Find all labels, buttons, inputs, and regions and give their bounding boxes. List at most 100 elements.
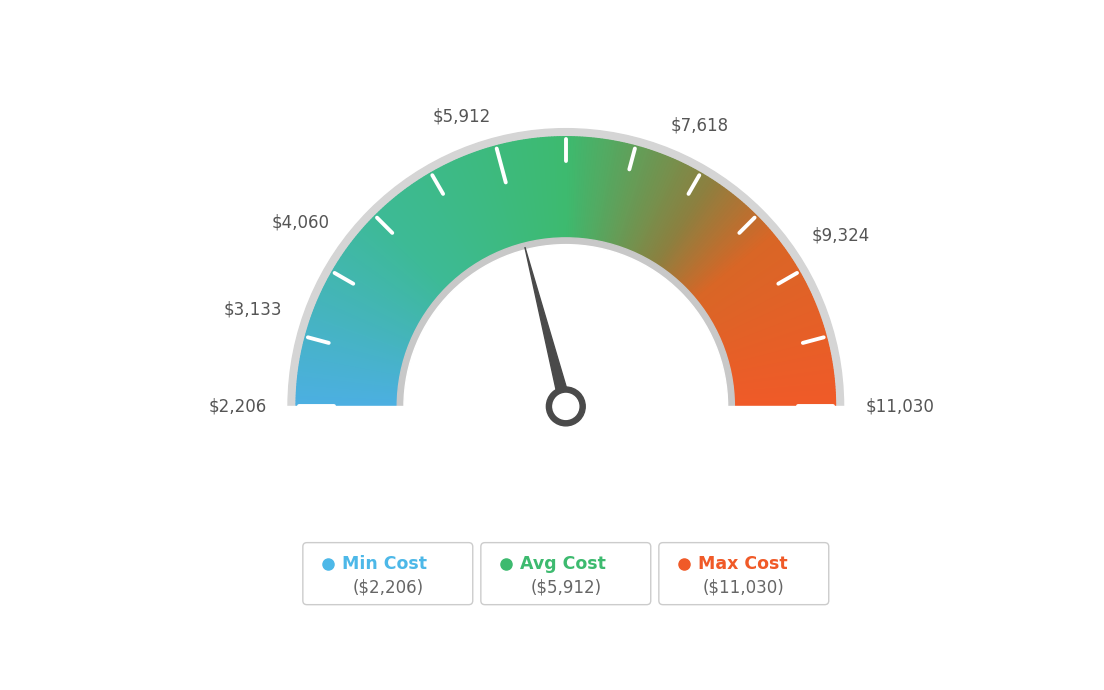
Wedge shape xyxy=(692,230,772,299)
Wedge shape xyxy=(707,262,795,318)
Wedge shape xyxy=(440,166,490,258)
Wedge shape xyxy=(434,170,486,261)
Wedge shape xyxy=(578,137,588,240)
Wedge shape xyxy=(306,334,405,363)
Wedge shape xyxy=(349,244,433,307)
Wedge shape xyxy=(688,221,764,293)
Wedge shape xyxy=(302,348,403,372)
Wedge shape xyxy=(426,175,480,264)
Wedge shape xyxy=(336,264,424,319)
Wedge shape xyxy=(719,297,814,340)
Wedge shape xyxy=(638,164,686,257)
Wedge shape xyxy=(512,141,534,242)
Wedge shape xyxy=(381,208,453,284)
Wedge shape xyxy=(493,146,522,246)
Wedge shape xyxy=(521,140,540,242)
Wedge shape xyxy=(338,259,425,317)
Wedge shape xyxy=(448,162,495,256)
Wedge shape xyxy=(733,386,835,396)
Wedge shape xyxy=(296,398,399,403)
Wedge shape xyxy=(446,164,493,257)
Wedge shape xyxy=(657,180,715,267)
FancyBboxPatch shape xyxy=(302,542,473,604)
Wedge shape xyxy=(652,176,708,264)
Text: $11,030: $11,030 xyxy=(866,397,934,415)
Wedge shape xyxy=(464,156,505,252)
Wedge shape xyxy=(314,307,411,346)
Wedge shape xyxy=(480,150,514,248)
Wedge shape xyxy=(576,137,585,239)
Wedge shape xyxy=(461,157,502,253)
Wedge shape xyxy=(385,204,455,282)
Wedge shape xyxy=(720,302,816,343)
Wedge shape xyxy=(431,172,484,262)
Wedge shape xyxy=(713,279,805,329)
Wedge shape xyxy=(725,323,824,357)
Wedge shape xyxy=(711,274,803,326)
Wedge shape xyxy=(323,286,416,334)
Wedge shape xyxy=(333,267,423,322)
Wedge shape xyxy=(538,138,550,240)
Wedge shape xyxy=(616,149,649,248)
Text: Min Cost: Min Cost xyxy=(342,555,427,573)
Wedge shape xyxy=(490,147,521,246)
FancyBboxPatch shape xyxy=(659,542,829,604)
Polygon shape xyxy=(524,247,572,422)
Wedge shape xyxy=(552,137,559,239)
Wedge shape xyxy=(375,214,449,288)
Wedge shape xyxy=(337,262,425,318)
Wedge shape xyxy=(689,224,766,295)
Wedge shape xyxy=(541,138,552,240)
Wedge shape xyxy=(373,216,447,289)
Wedge shape xyxy=(680,210,753,286)
Wedge shape xyxy=(580,138,591,240)
Wedge shape xyxy=(671,197,737,277)
Wedge shape xyxy=(325,284,417,332)
Wedge shape xyxy=(321,289,415,335)
Wedge shape xyxy=(308,323,406,357)
Circle shape xyxy=(546,387,585,426)
Wedge shape xyxy=(720,299,815,342)
Wedge shape xyxy=(407,186,469,271)
Wedge shape xyxy=(428,173,482,262)
Wedge shape xyxy=(403,190,466,273)
Wedge shape xyxy=(722,313,819,350)
Wedge shape xyxy=(529,139,545,241)
Wedge shape xyxy=(707,259,794,317)
Wedge shape xyxy=(693,233,774,300)
Wedge shape xyxy=(298,373,400,387)
Wedge shape xyxy=(305,337,404,365)
Wedge shape xyxy=(604,144,630,244)
Wedge shape xyxy=(732,381,835,393)
Wedge shape xyxy=(640,165,688,257)
Wedge shape xyxy=(301,353,402,375)
Wedge shape xyxy=(634,160,678,255)
Wedge shape xyxy=(298,375,400,389)
Wedge shape xyxy=(532,139,546,241)
Wedge shape xyxy=(560,137,564,239)
Wedge shape xyxy=(296,401,399,404)
Wedge shape xyxy=(637,162,683,256)
Wedge shape xyxy=(597,141,619,242)
Wedge shape xyxy=(357,235,437,302)
Wedge shape xyxy=(703,253,789,313)
Wedge shape xyxy=(729,348,829,372)
Wedge shape xyxy=(523,139,541,241)
Wedge shape xyxy=(328,277,420,328)
Wedge shape xyxy=(626,155,665,251)
Wedge shape xyxy=(304,342,403,368)
Wedge shape xyxy=(595,141,616,242)
Wedge shape xyxy=(715,286,808,334)
Wedge shape xyxy=(410,185,470,270)
Wedge shape xyxy=(694,235,775,302)
Wedge shape xyxy=(422,177,478,265)
Wedge shape xyxy=(614,148,647,247)
Wedge shape xyxy=(682,214,756,288)
Wedge shape xyxy=(611,147,641,246)
Wedge shape xyxy=(708,264,796,319)
Wedge shape xyxy=(543,137,553,240)
Wedge shape xyxy=(733,404,836,406)
Wedge shape xyxy=(704,255,790,314)
Wedge shape xyxy=(646,170,698,261)
Wedge shape xyxy=(726,331,826,362)
